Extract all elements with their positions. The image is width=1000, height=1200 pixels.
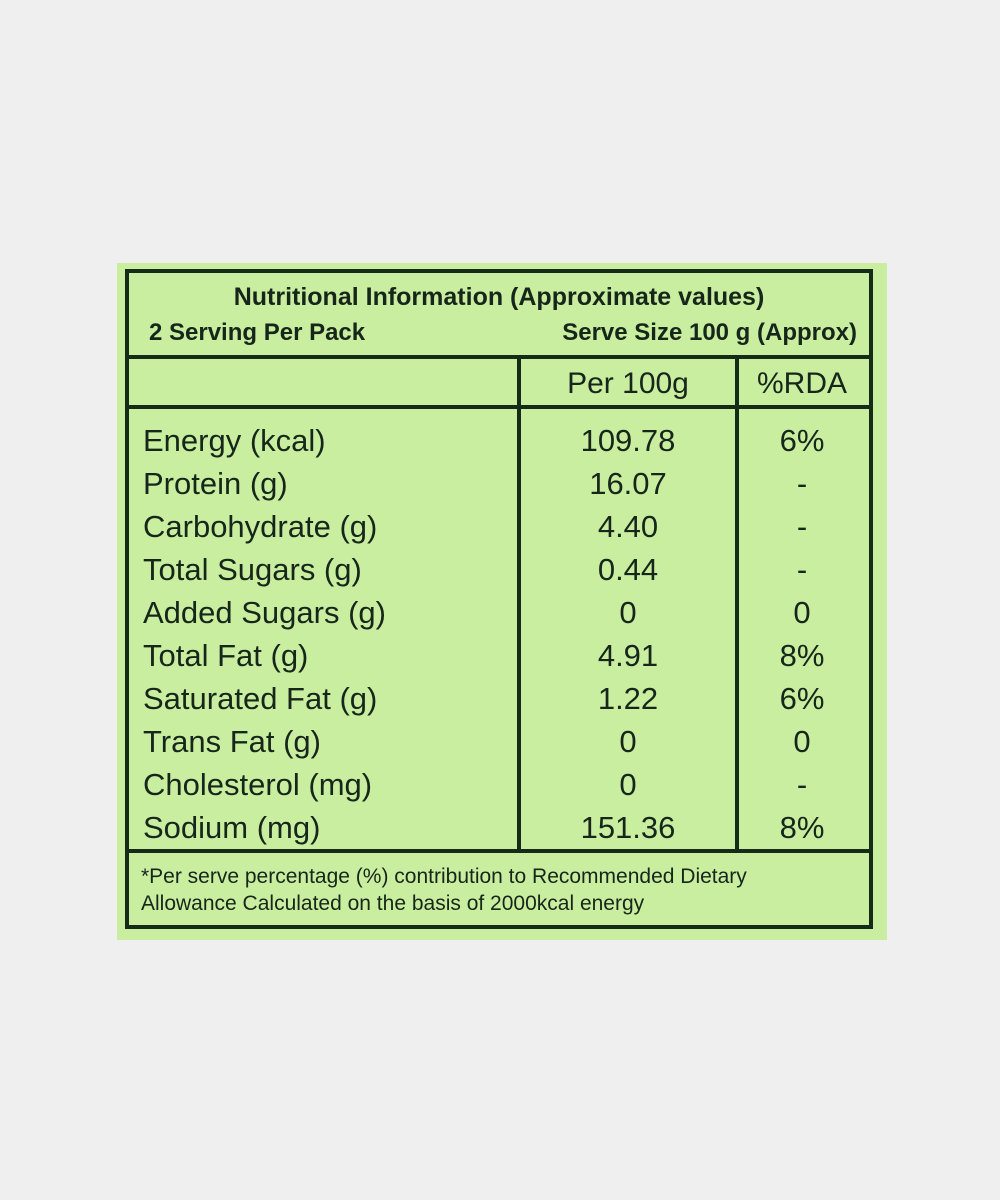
rda-value: 8% [779,638,825,673]
table-row: Protein (g) 16.07 - [129,462,869,505]
table-row: Total Sugars (g) 0.44 - [129,548,869,591]
table-row: Energy (kcal) 109.78 6% [129,419,869,462]
title: Nutritional Information (Approximate val… [233,283,765,311]
nutrient-name: Carbohydrate (g) [143,509,378,544]
table-row: Saturated Fat (g) 1.22 6% [129,677,869,720]
rda-value: 6% [779,681,825,716]
column-header-row: Per 100g %RDA [129,359,869,409]
nutrient-name: Trans Fat (g) [143,724,321,759]
column-divider [517,359,521,851]
rda-value: 0 [793,595,811,630]
rda-value: - [796,552,808,587]
per-100g-value: 109.78 [580,423,676,458]
column-header: Per 100g [567,367,689,400]
per-100g-value: 0.44 [597,552,659,587]
label-header: Nutritional Information (Approximate val… [129,273,869,359]
rda-value: 8% [779,810,825,845]
per-100g-value: 0 [619,595,637,630]
column-header: %RDA [756,367,847,400]
nutrient-name: Protein (g) [143,466,288,501]
footnote: *Per serve percentage (%) contribution t… [129,849,869,927]
table-row: Cholesterol (mg) 0 - [129,763,869,806]
nutrient-name: Saturated Fat (g) [143,681,378,716]
per-100g-value: 16.07 [589,466,667,501]
nutrient-name: Energy (kcal) [143,423,326,458]
rda-value: - [796,509,808,544]
nutrient-name: Sodium (mg) [143,810,321,845]
per-100g-value: 4.91 [597,638,659,673]
per-100g-value: 151.36 [580,810,676,845]
table-row: Sodium (mg) 151.36 8% [129,806,869,849]
rda-value: - [796,767,808,802]
per-100g-value: 0 [619,724,637,759]
table-row: Trans Fat (g) 0 0 [129,720,869,763]
rda-value: 6% [779,423,825,458]
table-row: Added Sugars (g) 0 0 [129,591,869,634]
footnote-line: *Per serve percentage (%) contribution t… [141,865,747,888]
servings: 2 Serving Per Pack [149,319,366,346]
nutrition-label: Nutritional Information (Approximate val… [117,263,887,940]
column-divider [735,359,739,851]
rda-value: 0 [793,724,811,759]
footnote-line: Allowance Calculated on the basis of 200… [141,892,645,915]
table-row: Total Fat (g) 4.91 8% [129,634,869,677]
label-frame: Nutritional Information (Approximate val… [125,269,873,929]
nutrient-name: Total Sugars (g) [143,552,362,587]
per-100g-value: 0 [619,767,637,802]
table-row: Carbohydrate (g) 4.40 - [129,505,869,548]
nutrient-name: Cholesterol (mg) [143,767,373,802]
rda-value: - [796,466,808,501]
serve-size: Serve Size 100 g (Approx) [562,319,857,346]
per-100g-value: 4.40 [597,509,659,544]
per-100g-value: 1.22 [597,681,659,716]
nutrient-name: Added Sugars (g) [143,595,386,630]
nutrient-name: Total Fat (g) [143,638,309,673]
